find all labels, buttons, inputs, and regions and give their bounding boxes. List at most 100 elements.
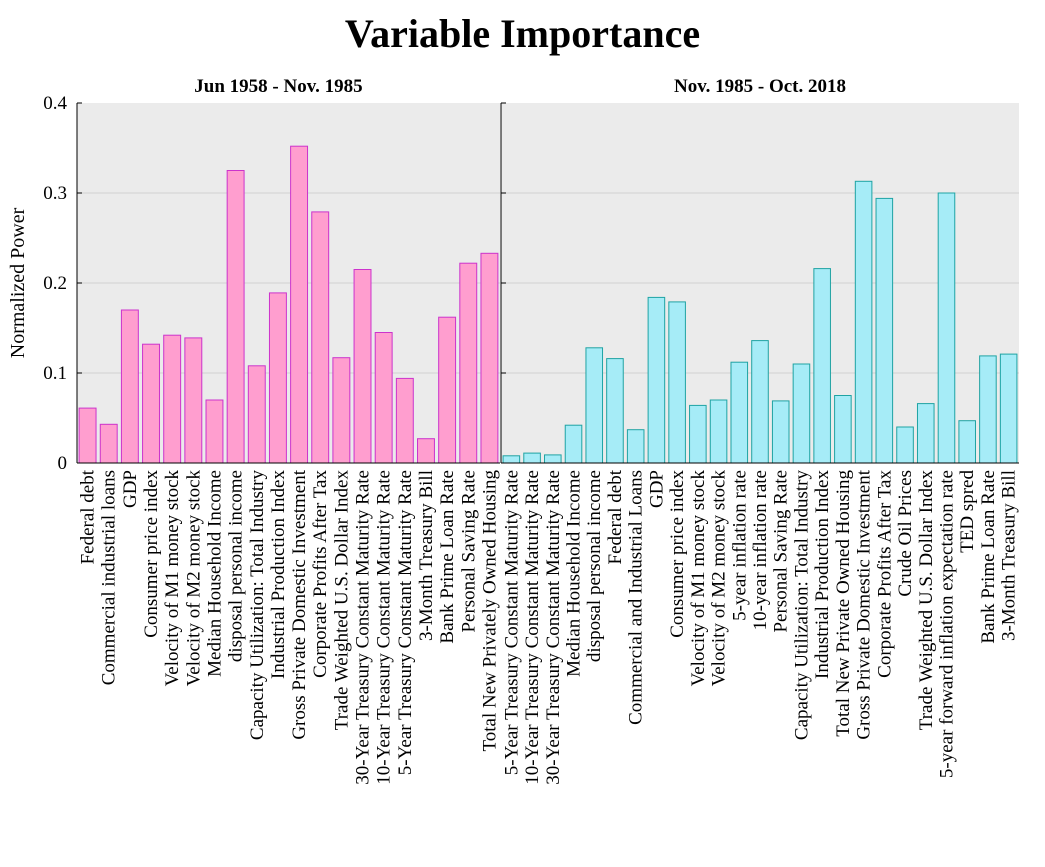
right-category-label: Federal debt (605, 469, 626, 564)
left-category-label: Velocity of M2 money stock (183, 470, 204, 687)
y-tick-label: 0 (58, 453, 68, 474)
right-bar (626, 429, 645, 464)
left-bar (374, 332, 393, 464)
right-category-label: disposal personal income (584, 470, 605, 662)
right-category-label: Consumer price index (667, 470, 688, 638)
right-bar (544, 454, 562, 464)
right-bar (709, 399, 728, 464)
right-category-label: 5-Year Treasury Constant Maturity Rate (501, 470, 522, 775)
left-bar (163, 334, 182, 464)
right-category-label: Velocity of M1 money stock (688, 470, 709, 687)
left-bar (332, 357, 351, 464)
left-category-label: Federal debt (78, 469, 99, 564)
left-category-label: Median Household Income (204, 470, 225, 677)
left-bar (205, 399, 224, 464)
right-bar (937, 192, 956, 464)
left-category-label: Gross Private Domestic Investment (289, 469, 310, 739)
right-bar (896, 426, 914, 464)
left-category-label: Velocity of M1 money stock (162, 470, 183, 687)
left-bar (480, 252, 499, 464)
right-category-label: Trade Weighted U.S. Dollar Index (916, 470, 937, 731)
right-category-label: 10-Year Treasury Constant Maturity Rate (522, 470, 543, 785)
right-category-label: Gross Private Domestic Investment (854, 469, 875, 739)
right-bar (854, 180, 873, 464)
left-bar (78, 407, 97, 464)
left-panel-title: Jun 1958 - Nov. 1985 (194, 76, 362, 97)
left-bar (268, 292, 287, 464)
left-bar (353, 269, 372, 464)
left-category-label: 10-Year Treasury Constant Maturity Rate (374, 470, 395, 785)
y-tick-label: 0.3 (43, 183, 67, 204)
right-bar (730, 361, 749, 464)
right-bar (875, 197, 894, 464)
left-category-label: Bank Prime Loan Rate (437, 470, 458, 644)
right-category-label: Corporate Profits After Tax (874, 470, 895, 678)
left-bar (290, 145, 309, 464)
right-category-label: 5-year forward inflation expectation rat… (936, 470, 957, 778)
left-bar (226, 170, 245, 464)
right-category-label: 30-Year Treasury Constant Maturity Rate (543, 470, 564, 785)
left-category-label: Industrial Production Index (268, 470, 289, 679)
y-tick-label: 0.2 (43, 273, 67, 294)
right-category-label: Personal Saving Rate (771, 470, 792, 633)
left-bar (184, 337, 203, 464)
right-category-label: Total New Private Owned Housing (833, 470, 854, 737)
left-category-label: Capacity Utilization: Total Industry (247, 470, 268, 741)
left-bar (395, 377, 414, 464)
right-bar (813, 268, 831, 464)
right-bar (606, 358, 624, 464)
right-bar (771, 400, 790, 464)
left-bar (438, 316, 457, 464)
right-bar (999, 353, 1018, 464)
left-category-label: 3-Month Treasury Bill (416, 470, 437, 641)
left-category-label: Commercial industrial loans (99, 470, 120, 685)
right-bar (689, 404, 707, 464)
right-bar (979, 355, 997, 464)
right-bar (958, 420, 976, 464)
right-bar (792, 363, 811, 464)
right-category-label: 5-year inflation rate (729, 470, 750, 621)
left-category-label: Consumer price index (141, 470, 162, 638)
left-bar (247, 365, 266, 464)
right-category-label: Crude Oil Prices (895, 470, 916, 597)
right-bar (916, 403, 935, 464)
right-category-label: Industrial Production Index (812, 470, 833, 679)
right-bar (834, 395, 852, 464)
y-axis-label: Normalized Power (7, 207, 29, 358)
left-bar (99, 423, 118, 464)
right-bar (502, 455, 521, 464)
y-tick-label: 0.1 (43, 363, 67, 384)
right-category-label: Median Household Income (564, 470, 585, 677)
right-category-label: 3-Month Treasury Bill (999, 470, 1020, 641)
right-category-label: GDP (646, 470, 667, 508)
right-bar (647, 296, 666, 464)
right-bar (564, 424, 583, 464)
left-bar (142, 343, 160, 464)
right-bar (668, 301, 686, 464)
left-category-label: Corporate Profits After Tax (310, 470, 331, 678)
left-category-label: disposal personal income (226, 470, 247, 662)
left-bar (459, 262, 478, 464)
left-category-label: GDP (120, 470, 141, 508)
left-bar (311, 211, 330, 464)
left-category-label: Personal Saving Rate (458, 470, 479, 633)
right-bar (751, 340, 769, 464)
y-tick-label: 0.4 (43, 93, 67, 114)
chart-title: Variable Importance (344, 11, 701, 56)
left-category-label: 30-Year Treasury Constant Maturity Rate (353, 470, 374, 785)
left-category-label: 5-Year Treasury Constant Maturity Rate (395, 470, 416, 775)
left-category-label: Total New Privately Owned Housing (479, 470, 500, 752)
right-bar (523, 452, 541, 464)
right-bar (585, 347, 604, 464)
right-category-label: Bank Prime Loan Rate (978, 470, 999, 644)
left-bar (120, 309, 139, 464)
right-category-label: Commercial and Industrial Loans (626, 470, 647, 725)
right-panel-title: Nov. 1985 - Oct. 2018 (674, 76, 846, 97)
right-category-label: TED spred (957, 470, 978, 553)
right-category-label: Capacity Utilization: Total Industry (791, 470, 812, 741)
right-category-label: Velocity of M2 money stock (709, 470, 730, 687)
right-category-label: 10-year inflation rate (750, 470, 771, 630)
left-category-label: Trade Weighted U.S. Dollar Index (331, 470, 352, 731)
left-bar (417, 438, 435, 464)
